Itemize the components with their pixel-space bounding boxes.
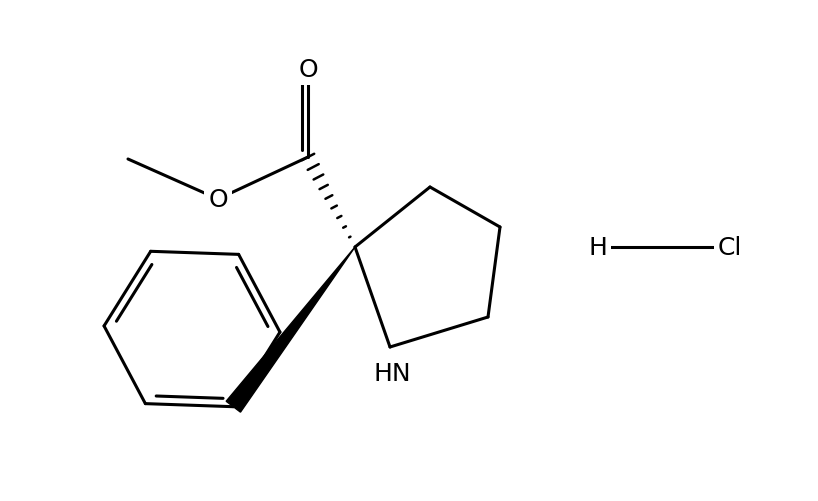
- Text: O: O: [209, 188, 227, 211]
- Text: O: O: [299, 58, 318, 82]
- Text: HN: HN: [373, 361, 411, 385]
- Text: H: H: [589, 235, 608, 260]
- Polygon shape: [226, 247, 355, 412]
- Text: Cl: Cl: [718, 235, 742, 260]
